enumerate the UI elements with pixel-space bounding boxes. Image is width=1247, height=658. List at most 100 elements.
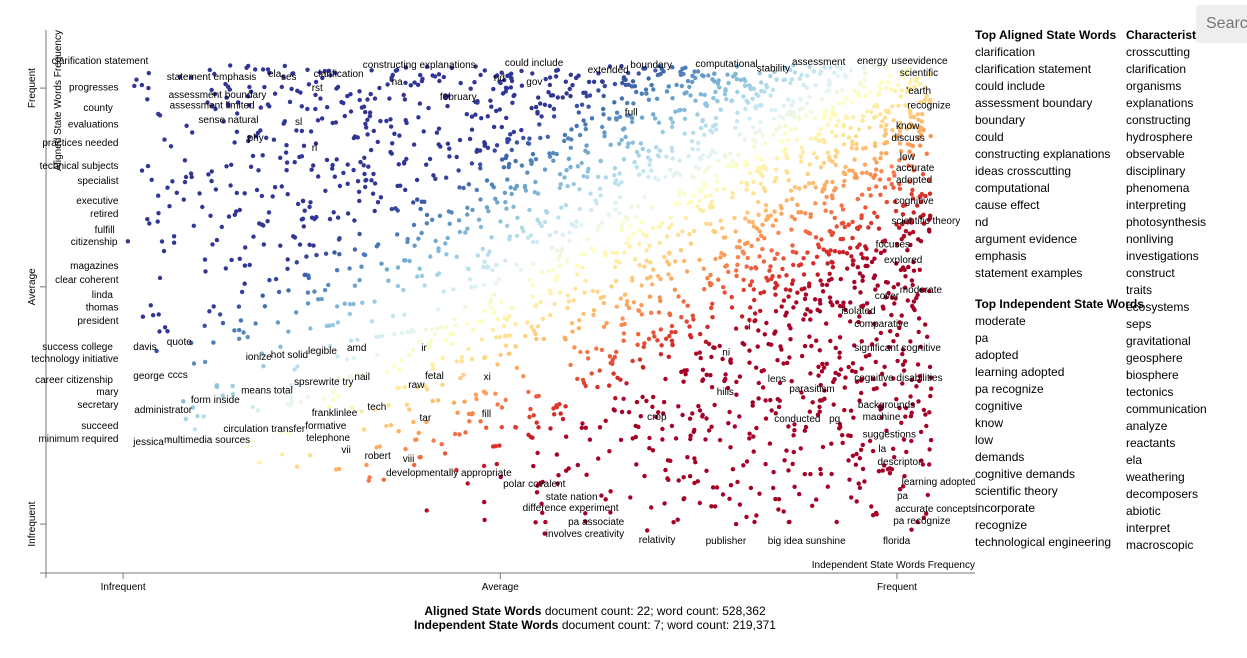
point[interactable] xyxy=(679,369,684,375)
point[interactable] xyxy=(363,252,368,258)
point[interactable] xyxy=(750,220,755,225)
term-label[interactable]: formative xyxy=(305,421,347,432)
point[interactable] xyxy=(894,261,899,266)
point[interactable] xyxy=(219,224,224,230)
point[interactable] xyxy=(901,484,906,489)
point[interactable] xyxy=(542,167,548,172)
point[interactable] xyxy=(889,87,894,92)
point[interactable] xyxy=(271,137,277,142)
point[interactable] xyxy=(223,266,228,271)
point[interactable] xyxy=(636,241,642,247)
point[interactable] xyxy=(893,296,898,301)
point[interactable] xyxy=(714,173,719,179)
point[interactable] xyxy=(909,278,915,283)
point[interactable] xyxy=(285,266,290,271)
point[interactable] xyxy=(241,330,246,335)
point[interactable] xyxy=(648,260,653,265)
point[interactable] xyxy=(786,468,791,473)
point[interactable] xyxy=(212,71,217,77)
point[interactable] xyxy=(342,113,347,119)
point[interactable] xyxy=(311,243,316,248)
point[interactable] xyxy=(242,281,247,286)
point[interactable] xyxy=(497,334,503,340)
point[interactable] xyxy=(768,397,773,403)
point[interactable] xyxy=(330,322,336,328)
point[interactable] xyxy=(404,402,410,407)
point[interactable] xyxy=(619,225,624,230)
point[interactable] xyxy=(900,351,905,357)
point[interactable] xyxy=(729,98,734,104)
point[interactable] xyxy=(621,338,626,343)
point[interactable] xyxy=(799,287,804,292)
point[interactable] xyxy=(673,436,679,441)
term-label[interactable]: state nation xyxy=(546,492,598,503)
point[interactable] xyxy=(874,184,879,189)
point[interactable] xyxy=(883,295,888,300)
point[interactable] xyxy=(411,329,416,334)
point[interactable] xyxy=(658,352,664,357)
point[interactable] xyxy=(295,201,301,207)
point[interactable] xyxy=(696,166,702,171)
point[interactable] xyxy=(388,117,393,122)
point[interactable] xyxy=(203,269,208,274)
point[interactable] xyxy=(257,221,262,226)
point[interactable] xyxy=(711,95,716,101)
point[interactable] xyxy=(867,89,872,95)
point[interactable] xyxy=(874,63,880,69)
point[interactable] xyxy=(631,232,636,237)
point[interactable] xyxy=(858,290,863,295)
point[interactable] xyxy=(853,462,859,467)
point[interactable] xyxy=(587,93,593,98)
point[interactable] xyxy=(878,192,883,197)
point[interactable] xyxy=(660,426,665,432)
point[interactable] xyxy=(873,359,878,365)
point[interactable] xyxy=(917,374,923,379)
independent-term-item[interactable]: low xyxy=(975,433,994,447)
point[interactable] xyxy=(813,235,819,240)
term-label[interactable]: assessment xyxy=(792,57,846,68)
point[interactable] xyxy=(670,120,675,125)
point[interactable] xyxy=(896,103,901,109)
point[interactable] xyxy=(873,510,879,516)
point[interactable] xyxy=(630,79,636,84)
point[interactable] xyxy=(757,491,762,496)
point[interactable] xyxy=(631,101,636,106)
point[interactable] xyxy=(473,284,478,289)
point[interactable] xyxy=(847,477,852,482)
point[interactable] xyxy=(368,91,373,97)
point[interactable] xyxy=(706,428,712,433)
point[interactable] xyxy=(244,444,250,449)
point[interactable] xyxy=(299,104,304,109)
term-label[interactable]: robert xyxy=(365,451,391,462)
point[interactable] xyxy=(797,116,802,121)
point[interactable] xyxy=(798,446,803,451)
point[interactable] xyxy=(447,154,452,159)
term-label[interactable]: cover xyxy=(875,291,900,302)
point[interactable] xyxy=(669,338,675,343)
point[interactable] xyxy=(200,204,205,210)
point[interactable] xyxy=(718,218,723,223)
point[interactable] xyxy=(253,67,258,72)
point[interactable] xyxy=(356,189,362,194)
point[interactable] xyxy=(801,317,806,322)
point[interactable] xyxy=(816,364,821,369)
point[interactable] xyxy=(897,128,903,134)
point[interactable] xyxy=(563,404,568,409)
point[interactable] xyxy=(234,129,240,134)
point[interactable] xyxy=(541,336,547,342)
point[interactable] xyxy=(622,126,627,131)
point[interactable] xyxy=(535,450,540,456)
point[interactable] xyxy=(166,437,172,442)
point[interactable] xyxy=(728,445,733,450)
point[interactable] xyxy=(532,190,537,195)
point[interactable] xyxy=(664,89,670,94)
point[interactable] xyxy=(336,394,341,399)
point[interactable] xyxy=(772,209,777,214)
independent-term-item[interactable]: adopted xyxy=(975,348,1019,362)
point[interactable] xyxy=(430,73,435,78)
point[interactable] xyxy=(415,385,420,390)
term-label[interactable]: technical subjects xyxy=(40,161,119,172)
point[interactable] xyxy=(513,322,518,327)
term-label[interactable]: linda xyxy=(92,290,114,301)
point[interactable] xyxy=(899,237,904,242)
